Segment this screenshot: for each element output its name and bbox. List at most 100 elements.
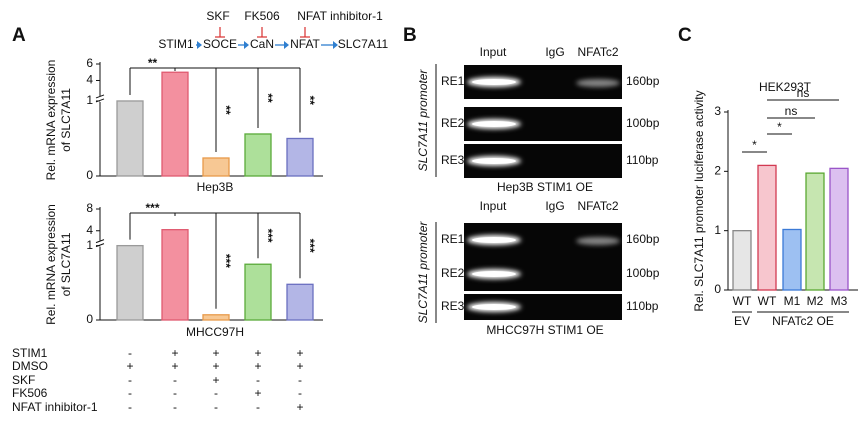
significance: * [777, 120, 782, 134]
y-tick-label: 1 [86, 93, 93, 107]
treatment-mark: + [126, 359, 133, 373]
bar [244, 133, 272, 177]
group-label: NFATc2 OE [772, 314, 834, 328]
side-label: SLC7A11 promoter [416, 221, 430, 324]
bar [202, 157, 230, 177]
x-tick-label: M3 [831, 294, 848, 308]
significance: ns [785, 104, 798, 118]
treatment-mark: - [128, 346, 132, 360]
gel-band [472, 304, 516, 310]
y-tick-label: 0 [86, 312, 93, 326]
treatment-mark: - [214, 386, 218, 400]
arrow-head [284, 41, 289, 49]
arrow-head [333, 41, 338, 49]
size-label: 100bp [626, 266, 660, 280]
arrow-head [244, 41, 249, 49]
bar [244, 263, 272, 321]
lane-label: Input [480, 45, 507, 59]
x-axis-label: MHCC97H [186, 325, 244, 339]
significance: *** [145, 201, 159, 215]
side-label: SLC7A11 promoter [416, 69, 430, 172]
pathway-node: STIM1 [158, 37, 194, 51]
size-label: 160bp [626, 232, 660, 246]
treatment-mark: - [173, 400, 177, 414]
panel-label: A [12, 25, 26, 46]
x-tick-label: M2 [807, 294, 824, 308]
x-tick-label: WT [733, 294, 752, 308]
bar [202, 314, 230, 321]
lane-label: NFATc2 [577, 199, 618, 213]
y-tick-label: 4 [86, 223, 93, 237]
treatment-mark: + [296, 346, 303, 360]
y-axis-label: Rel. mRNA expression [44, 204, 58, 325]
axis-break [95, 239, 105, 244]
row-label: RE2 [441, 266, 465, 280]
group-label: EV [734, 314, 750, 328]
treatment-mark: + [212, 346, 219, 360]
treatment-mark: + [171, 359, 178, 373]
x-axis-label: Hep3B [197, 180, 234, 194]
y-axis-label: Rel. mRNA expression [44, 60, 58, 181]
y-axis-label: of SLC7A11 [59, 88, 73, 152]
x-tick-label: WT [758, 294, 777, 308]
pathway-node: SOCE [203, 37, 237, 51]
size-label: 160bp [626, 74, 660, 88]
treatment-mark: + [254, 359, 261, 373]
significance: ** [219, 105, 233, 115]
y-axis-label: Rel. SLC7A11 promoter luciferase activit… [692, 90, 706, 311]
bar [829, 167, 849, 291]
size-label: 110bp [626, 153, 659, 167]
treatment-mark: + [296, 359, 303, 373]
bar [782, 228, 802, 291]
treatment-mark: - [256, 400, 260, 414]
treatment-mark: - [256, 373, 260, 387]
significance: *** [303, 239, 317, 253]
gel-band [472, 158, 516, 164]
y-tick-label: 1 [86, 238, 93, 252]
treatment-mark: - [173, 386, 177, 400]
pathway-node: NFAT [290, 37, 320, 51]
size-label: 100bp [626, 116, 660, 130]
treatment-mark: + [254, 346, 261, 360]
significance: *** [219, 254, 233, 268]
lane-label: IgG [545, 199, 564, 213]
gel-band [472, 79, 516, 85]
row-label: RE3 [441, 299, 465, 313]
arrow-head [197, 41, 202, 49]
treatment-mark: + [212, 359, 219, 373]
bar [732, 230, 752, 291]
inhibitor-label: NFAT inhibitor-1 [297, 9, 383, 23]
treatment-label: STIM1 [12, 346, 48, 360]
bar [116, 100, 144, 177]
x-tick-label: M1 [784, 294, 801, 308]
axis-break [95, 94, 105, 99]
y-tick-label: 3 [714, 104, 721, 118]
significance: * [752, 138, 757, 152]
lane-label: Input [480, 199, 507, 213]
y-tick-label: 2 [714, 164, 721, 178]
bar [757, 164, 777, 291]
y-tick-label: 4 [86, 73, 93, 87]
significance: ns [797, 86, 810, 100]
treatment-mark: - [214, 400, 218, 414]
inhibitor-label: FK506 [244, 9, 280, 23]
bar [116, 244, 144, 321]
treatment-mark: + [212, 373, 219, 387]
panel-label: C [678, 25, 692, 46]
y-tick-label: 0 [714, 282, 721, 296]
significance: ** [303, 96, 317, 106]
row-label: RE1 [441, 232, 465, 246]
treatment-mark: + [171, 346, 178, 360]
gel-band [472, 271, 516, 277]
treatment-mark: - [173, 373, 177, 387]
y-tick-label: 6 [86, 56, 93, 70]
inhibitor-label: SKF [206, 9, 229, 23]
treatment-mark: - [128, 386, 132, 400]
treatment-mark: + [296, 400, 303, 414]
treatment-mark: - [298, 386, 302, 400]
y-tick-label: 1 [714, 223, 721, 237]
treatment-label: FK506 [12, 386, 48, 400]
bar [805, 172, 825, 291]
